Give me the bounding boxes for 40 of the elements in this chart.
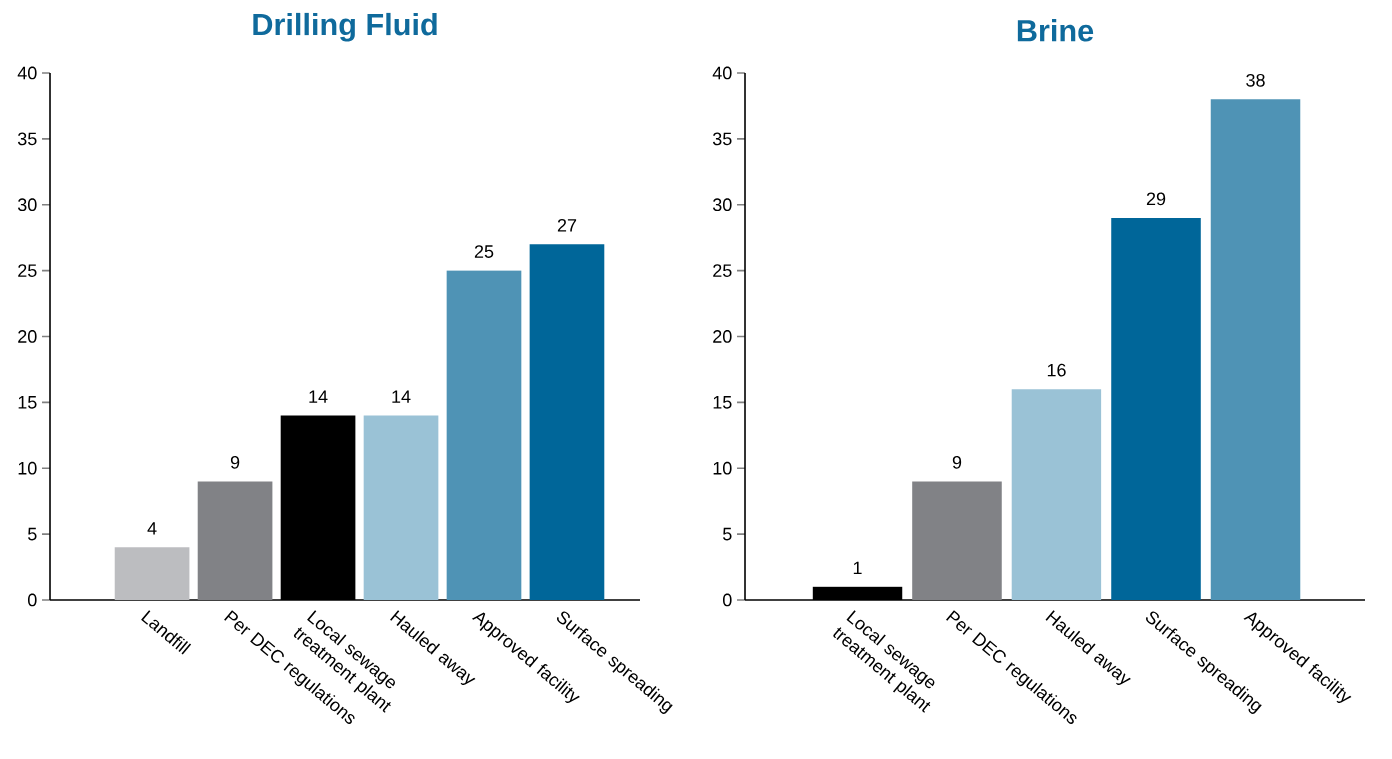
data-label: 29 bbox=[1146, 192, 1166, 206]
data-label: 27 bbox=[557, 218, 577, 232]
y-tick-label: 0 bbox=[28, 593, 37, 607]
bar bbox=[1011, 389, 1102, 600]
y-tick-label: 10 bbox=[713, 461, 732, 475]
data-label: 14 bbox=[309, 390, 328, 403]
bar bbox=[114, 547, 190, 600]
y-tick-label: 15 bbox=[713, 396, 732, 409]
chart-title: Brine bbox=[1017, 19, 1094, 42]
bar bbox=[363, 415, 439, 600]
y-tick-label: 40 bbox=[17, 66, 37, 80]
y-tick-label: 25 bbox=[18, 264, 37, 277]
data-label: 25 bbox=[474, 245, 494, 258]
y-tick-label: 10 bbox=[18, 461, 37, 475]
y-tick-label: 0 bbox=[723, 593, 732, 607]
bar bbox=[197, 481, 273, 600]
y-tick-label: 5 bbox=[723, 527, 732, 541]
y-tick-label: 40 bbox=[712, 66, 732, 80]
y-tick-label: 20 bbox=[713, 330, 732, 343]
data-label: 38 bbox=[1246, 73, 1265, 87]
data-label: 9 bbox=[230, 455, 240, 469]
chart-title: Drilling Fluid bbox=[253, 12, 437, 42]
y-tick-label: 30 bbox=[712, 198, 732, 212]
bar bbox=[912, 481, 1002, 600]
y-tick-label: 15 bbox=[18, 396, 37, 409]
data-label: 9 bbox=[952, 455, 962, 469]
y-tick-label: 35 bbox=[17, 132, 37, 146]
bar bbox=[529, 244, 605, 600]
y-tick-label: 20 bbox=[18, 330, 37, 343]
y-tick-label: 5 bbox=[28, 527, 37, 541]
bar bbox=[446, 270, 522, 600]
data-label: 4 bbox=[147, 522, 157, 535]
y-tick-label: 25 bbox=[713, 264, 732, 277]
data-label: 16 bbox=[1047, 363, 1066, 377]
bar bbox=[1210, 99, 1301, 600]
bar bbox=[1111, 217, 1201, 600]
y-tick-label: 35 bbox=[712, 132, 732, 146]
y-tick-label: 30 bbox=[17, 198, 37, 212]
data-label: 1 bbox=[853, 561, 862, 575]
data-label: 14 bbox=[392, 390, 411, 403]
